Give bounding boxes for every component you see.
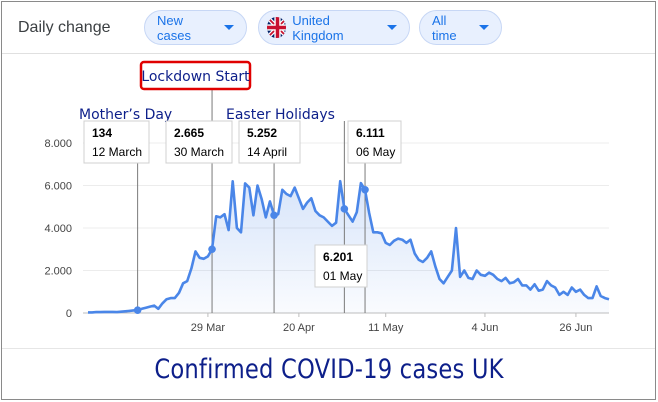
lockdown-label: Lockdown Start [141,69,250,85]
callout-value: 2.665 [174,126,204,140]
lockdown-box [139,60,252,91]
easter-label: Easter Holidays [226,107,335,123]
y-tick-label: 6.000 [44,181,72,193]
callout-date: 01 May [323,269,362,283]
country-dropdown[interactable]: United Kingdom [258,10,410,45]
chart-caption: Confirmed COVID-19 cases UK [154,354,504,385]
callout-date: 06 May [356,145,395,159]
y-tick-label: 8.000 [44,138,72,150]
x-tick-label: 26 Jun [559,322,592,334]
y-tick-label: 2.000 [44,266,72,278]
callout-date: 30 March [174,145,224,159]
callout-14-april: 5.252 14 April [238,120,301,164]
y-tick-label: 4.000 [44,223,72,235]
metric-dropdown[interactable]: New cases [144,10,247,45]
data-point [133,306,142,314]
y-tick-label: 0 [66,308,72,320]
data-point [340,205,349,213]
mothers-day-label: Mother’s Day [79,107,172,123]
country-dropdown-label: United Kingdom [292,12,344,43]
y-axis-labels: 0 2.000 4.000 6.000 8.000 [44,138,72,320]
x-tick-label: 29 Mar [191,322,226,334]
callout-30-march: 2.665 30 March [165,120,233,164]
caption-divider [2,348,655,349]
data-point [361,185,369,194]
callout-value: 6.201 [323,250,353,264]
callout-value: 6.111 [356,126,385,140]
callout-12-march: 134 12 March [83,120,150,164]
callout-points [133,185,369,314]
callout-value: 5.252 [247,126,277,140]
callout-date: 14 April [247,145,287,159]
metric-dropdown-label: New cases [157,12,191,43]
chevron-down-icon [479,25,489,30]
x-tick-label: 20 Apr [283,322,315,334]
chevron-down-icon [224,25,234,30]
callout-01-may: 6.201 01 May [314,244,368,288]
range-dropdown-label: All time [432,12,457,43]
range-dropdown[interactable]: All time [419,10,502,45]
x-tick-label: 4 Jun [471,322,498,334]
cases-line [88,179,610,314]
callout-value: 134 [92,126,112,140]
uk-flag-icon [267,17,287,38]
data-point [208,245,216,254]
callout-date: 12 March [92,145,142,159]
panel-title: Daily change [18,19,111,36]
callout-06-may: 6.111 06 May [347,120,402,164]
header-divider [2,53,655,54]
x-tick-label: 11 May [368,322,404,334]
data-point [270,211,278,220]
chevron-down-icon [387,25,397,30]
x-axis-labels: 29 Mar 20 Apr 11 May 4 Jun 26 Jun [191,313,592,334]
